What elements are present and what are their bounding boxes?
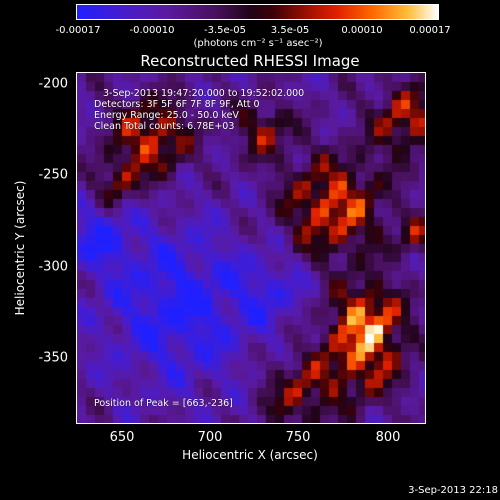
colorbar-tick-label: 3.5e-05: [270, 25, 310, 36]
colorbar: [76, 4, 439, 20]
y-tick-label: -300: [38, 259, 68, 275]
x-tick-label: 750: [285, 430, 311, 445]
colorbar-tick-label: 0.00010: [341, 25, 383, 36]
x-axis-label: Heliocentric X (arcsec): [182, 448, 318, 462]
colorbar-tick-label: -3.5e-05: [204, 25, 246, 36]
y-tick-label: -250: [38, 167, 68, 183]
colorbar-units: (photons cm⁻² s⁻¹ asec⁻²): [193, 38, 323, 49]
image-title: Reconstructed RHESSI Image: [140, 52, 360, 70]
annotation-time-range: 3-Sep-2013 19:47:20.000 to 19:52:02.000: [103, 88, 305, 99]
colorbar-tick-label: -0.00010: [129, 25, 175, 36]
colorbar-tick-label: -0.00017: [55, 25, 101, 36]
x-tick-label: 800: [375, 430, 401, 445]
annotation-clean: Clean Total counts: 6.78E+03: [94, 121, 235, 132]
annotation-peak: Position of Peak = [663,-236]: [94, 398, 233, 409]
x-tick-label: 700: [197, 430, 223, 445]
annotation-energy: Energy Range: 25.0 - 50.0 keV: [94, 110, 239, 121]
annotation-detectors: Detectors: 3F 5F 6F 7F 8F 9F, Att 0: [94, 99, 260, 110]
y-axis-label: Heliocentric Y (arcsec): [13, 180, 27, 316]
colorbar-tick-label: 0.00017: [409, 25, 451, 36]
image-canvas: [77, 73, 425, 423]
timestamp: 3-Sep-2013 22:18: [408, 485, 498, 496]
y-tick-label: -350: [38, 350, 68, 366]
rhessi-image: 3-Sep-2013 19:47:20.000 to 19:52:02.000 …: [76, 72, 426, 424]
y-tick-label: -200: [38, 76, 68, 92]
x-tick-label: 650: [109, 430, 135, 445]
